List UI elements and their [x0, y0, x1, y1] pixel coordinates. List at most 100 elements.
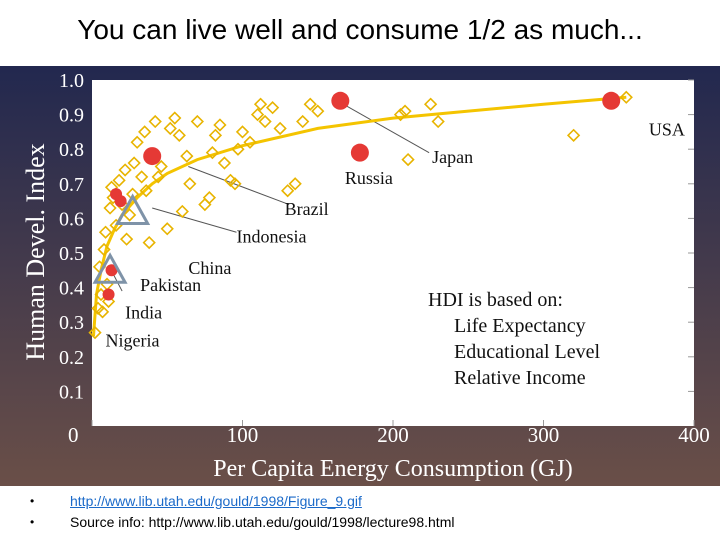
y-tick-label: 0.1: [59, 381, 84, 403]
country-point: [175, 204, 189, 219]
country-point: [235, 125, 250, 139]
trend-curve: [92, 95, 627, 337]
country-point: [202, 191, 217, 205]
country-point: [112, 173, 126, 187]
leader-line: [343, 103, 430, 154]
highlighted-small-point: [105, 264, 118, 277]
country-point: [398, 104, 412, 118]
source-info-text: Source info: http://www.lib.utah.edu/gou…: [70, 513, 455, 530]
country-point: [126, 187, 140, 201]
country-point: [180, 149, 194, 163]
highlighted-point-usa: [602, 91, 621, 110]
country-point: [138, 125, 152, 139]
x-tick-label: 300: [528, 423, 560, 447]
country-point: [423, 97, 438, 111]
country-point: [151, 170, 165, 184]
footer-item: • http://www.lib.utah.edu/gould/1998/Figu…: [30, 490, 710, 511]
highlighted-small-point: [102, 288, 115, 301]
plot-area: [92, 80, 694, 426]
annotation-india: India: [125, 303, 162, 323]
country-point: [231, 142, 245, 156]
chart-panel: 0.1 0.2 0.3 0.4 0.5 0.6 0.7 0.8 0.9 1.0 0 100 200 300…: [0, 66, 720, 486]
bullet-icon: •: [30, 514, 35, 529]
annotation-china: China: [188, 258, 231, 278]
country-point: [95, 305, 110, 319]
country-point: [243, 135, 257, 149]
y-tick-label: 0.4: [59, 278, 84, 300]
triangle-marker-indonesia: [115, 193, 151, 225]
annotation-pakistan: Pakistan: [140, 275, 201, 295]
x-tick-label: 0: [68, 423, 79, 447]
country-point: [303, 97, 317, 111]
slide-title: You can live well and consume 1/2 as muc…: [77, 14, 643, 45]
y-tick-label: 0.2: [59, 347, 84, 369]
country-point: [281, 184, 295, 198]
x-tick-label: 400: [678, 423, 710, 447]
annotation-nigeria: Nigeria: [106, 330, 160, 350]
annotation-indonesia: Indonesia: [236, 227, 306, 247]
y-tick-label: 1.0: [59, 70, 84, 92]
country-point: [566, 128, 581, 142]
country-point: [258, 114, 272, 129]
country-point: [160, 222, 174, 236]
highlighted-point-china: [143, 147, 162, 166]
country-point: [127, 156, 141, 170]
x-tick-label: 200: [377, 423, 409, 447]
source-link[interactable]: http://www.lib.utah.edu/gould/1998/Figur…: [70, 492, 362, 509]
country-point: [118, 163, 132, 177]
country-point: [139, 184, 153, 198]
bullet-icon: •: [30, 493, 35, 508]
info-box-line: HDI is based on:: [428, 289, 563, 311]
country-point: [135, 170, 149, 184]
annotation-russia: Russia: [345, 168, 393, 188]
y-tick-label: 0.6: [59, 208, 84, 230]
y-tick-label: 0.7: [59, 174, 84, 196]
country-point: [88, 325, 102, 340]
annotation-brazil: Brazil: [285, 199, 329, 219]
country-point: [431, 114, 445, 129]
country-point: [97, 242, 111, 257]
country-point: [273, 121, 287, 136]
country-point: [130, 135, 144, 149]
country-point: [208, 128, 223, 142]
country-point: [154, 159, 168, 174]
country-point: [148, 114, 162, 129]
highlighted-point-russia: [350, 143, 369, 162]
y-tick-label: 0.3: [59, 312, 84, 334]
country-point: [250, 107, 265, 122]
country-point: [217, 156, 232, 170]
country-point: [401, 152, 415, 167]
country-point: [619, 90, 633, 104]
annotation-japan: Japan: [432, 147, 473, 167]
y-tick-label: 0.8: [59, 139, 84, 161]
country-point: [253, 97, 268, 111]
country-point: [311, 104, 325, 118]
country-point: [103, 201, 117, 215]
country-point: [393, 107, 408, 122]
country-point: [98, 225, 113, 239]
info-box-line: Educational Level: [454, 341, 600, 363]
leader-line: [152, 207, 237, 233]
country-point: [168, 111, 182, 125]
x-tick-label: 100: [227, 423, 259, 447]
country-point: [228, 177, 242, 191]
country-point: [119, 232, 134, 246]
triangle-marker-pakistan: [92, 252, 128, 284]
country-point: [265, 101, 280, 115]
country-point: [172, 128, 186, 142]
info-box-line: Life Expectancy: [454, 315, 586, 337]
footer-item: • Source info: http://www.lib.utah.edu/go…: [30, 511, 710, 532]
highlighted-point-japan: [331, 91, 350, 110]
country-point: [205, 146, 220, 160]
country-point: [122, 208, 137, 222]
y-tick-label: 0.5: [59, 243, 84, 265]
hdi-energy-scatter-chart: 0.1 0.2 0.3 0.4 0.5 0.6 0.7 0.8 0.9 1.0 0 100 200 300…: [0, 66, 720, 486]
y-axis-label: Human Devel. Index: [21, 143, 50, 360]
country-point: [213, 118, 227, 132]
highlighted-small-point: [114, 195, 127, 208]
country-point: [142, 235, 156, 250]
country-point: [288, 177, 302, 191]
info-box-line: Relative Income: [454, 367, 586, 389]
footer-sources: • http://www.lib.utah.edu/gould/1998/Figu…: [30, 490, 710, 532]
y-tick-label: 0.9: [59, 105, 84, 127]
